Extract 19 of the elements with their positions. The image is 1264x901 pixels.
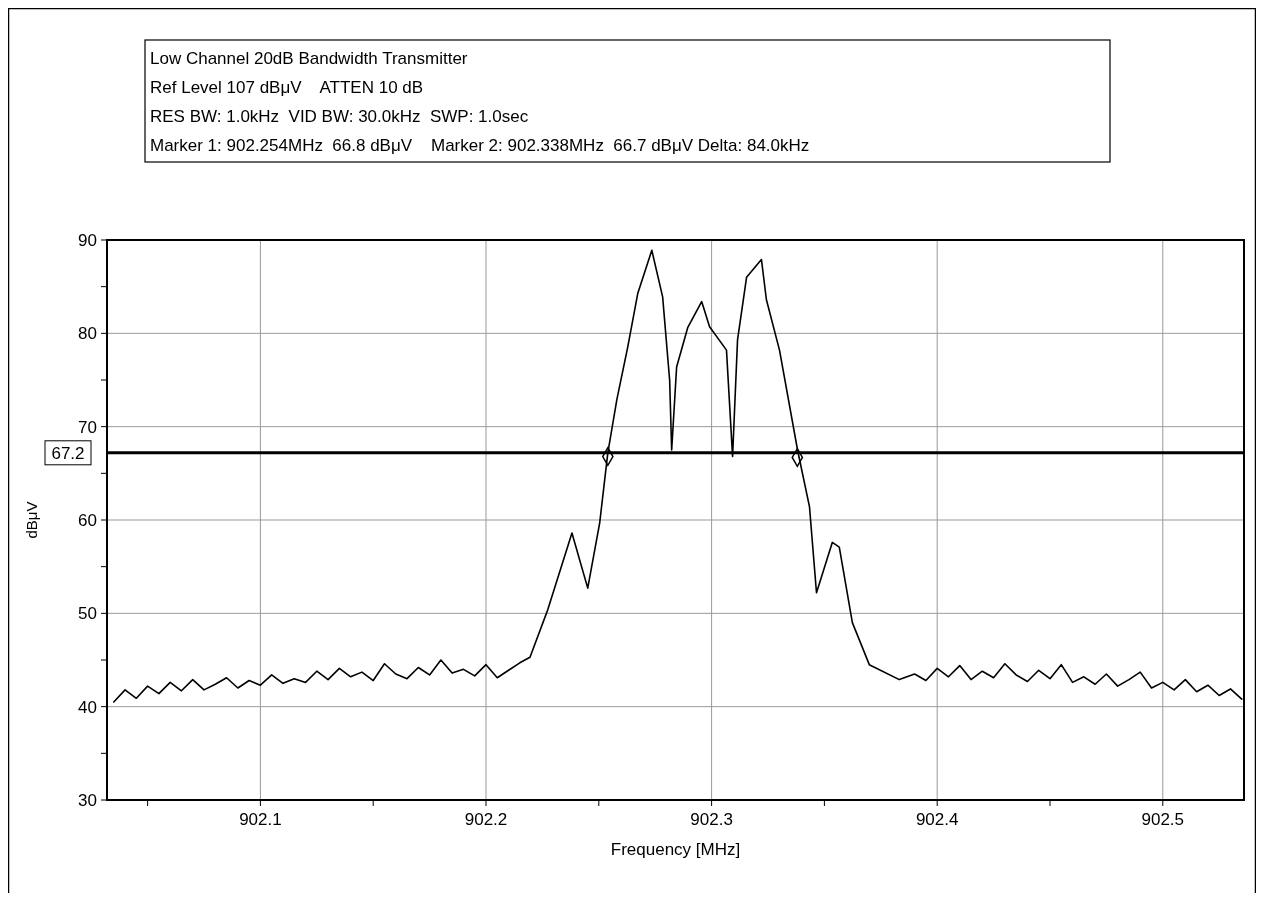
text: Ref Level 107 dBμV ATTEN 10 dB xyxy=(150,78,424,97)
x-tick-label: 902.2 xyxy=(464,810,508,829)
x-axis-title: Frequency [MHz] xyxy=(610,840,741,859)
ref-line-label: 67.2 xyxy=(51,443,85,463)
y-tick-label: 40 xyxy=(78,697,97,717)
text: Marker 1: 902.254MHz 66.8 dBμV Marker 2: 902.338MHz 66.7 dBμV Delta: 84.0kHz xyxy=(150,136,810,155)
text: RES BW: 1.0kHz VID BW: 30.0kHz SWP: 1.0sec xyxy=(150,107,529,126)
y-tick-label: 60 xyxy=(78,511,97,530)
x-tick-label: 902.4 xyxy=(915,810,959,829)
y-tick-label: 30 xyxy=(78,791,97,810)
x-tick-label: 902.5 xyxy=(1141,810,1185,829)
chart-title: Low Channel 20dB Bandwidth Transmitter xyxy=(150,49,468,68)
x-tick-label: 902.3 xyxy=(690,810,733,829)
y-tick-label: 50 xyxy=(78,604,97,624)
y-tick-label: 70 xyxy=(78,417,97,437)
y-tick-label: 80 xyxy=(78,324,97,344)
y-axis-title: dBμV xyxy=(23,501,40,539)
x-tick-label: 902.1 xyxy=(239,810,282,829)
y-tick-label: 90 xyxy=(78,231,97,250)
